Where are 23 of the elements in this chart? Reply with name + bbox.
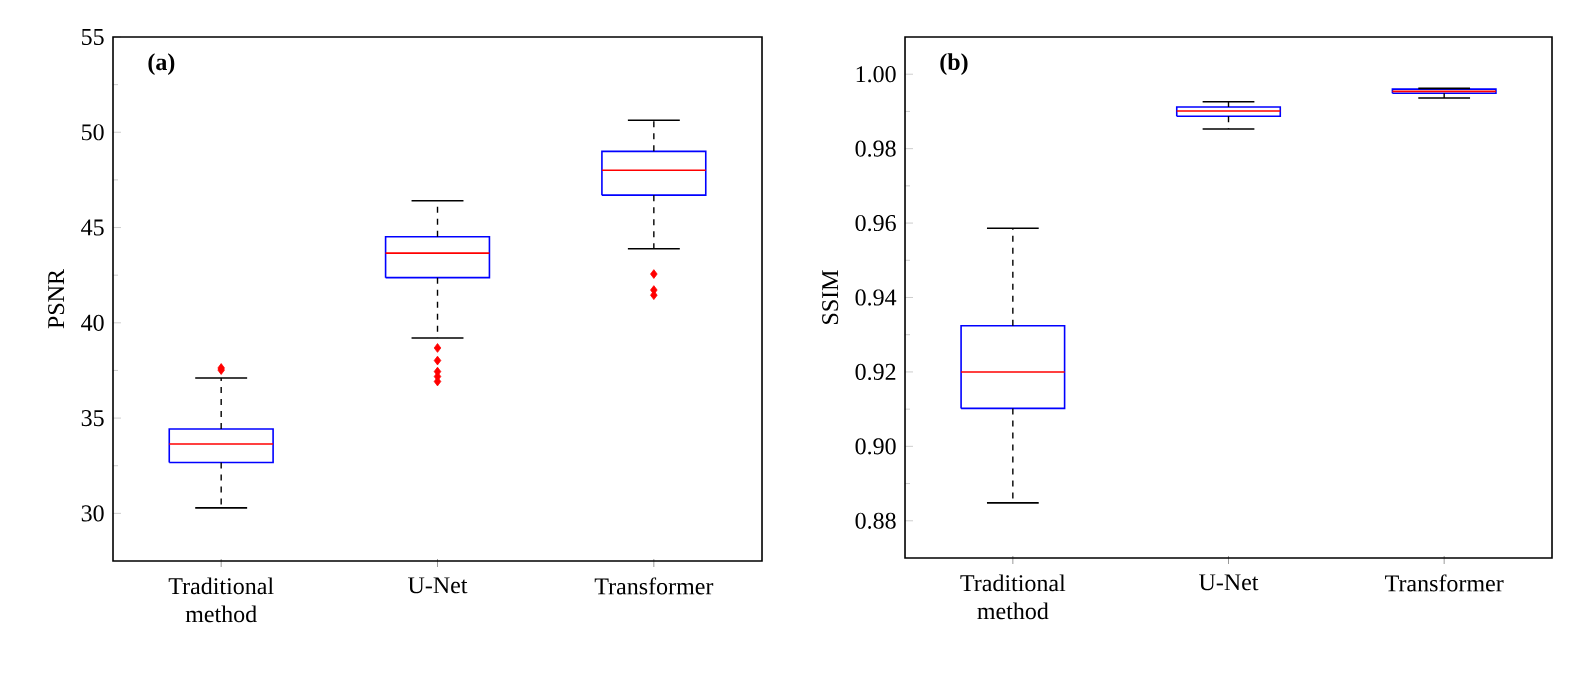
y-tick-label: 0.88 bbox=[855, 512, 896, 529]
y-tick-label: 0.98 bbox=[855, 140, 896, 157]
y-axis-title: SSIM bbox=[822, 270, 839, 324]
x-tick-label: Traditional method bbox=[168, 577, 274, 623]
x-tick-label: U-Net bbox=[1199, 574, 1259, 591]
annotation: (a) bbox=[148, 53, 175, 76]
x-tick-label: U-Net bbox=[408, 577, 468, 594]
annotation: (b) bbox=[940, 53, 968, 75]
y-tick-label: 55 bbox=[81, 29, 104, 45]
y-tick-label: 40 bbox=[81, 314, 104, 331]
y-tick-label: 0.92 bbox=[855, 363, 896, 381]
y-tick-label: 0.96 bbox=[855, 214, 896, 232]
y-tick-label: 0.90 bbox=[855, 438, 896, 455]
y-tick-label: 45 bbox=[81, 219, 104, 236]
x-tick-label: Traditional method bbox=[960, 574, 1066, 620]
x-tick-label: Transformer bbox=[594, 577, 714, 595]
y-tick-label: 50 bbox=[81, 124, 104, 141]
y-tick-label: 1.00 bbox=[856, 66, 896, 83]
y-axis-title: PSNR bbox=[48, 269, 65, 329]
y-tick-label: 0.94 bbox=[855, 289, 897, 306]
y-tick-label: 30 bbox=[81, 505, 104, 522]
x-tick-label: Transformer bbox=[1385, 574, 1504, 592]
y-tick-label: 35 bbox=[81, 410, 104, 427]
